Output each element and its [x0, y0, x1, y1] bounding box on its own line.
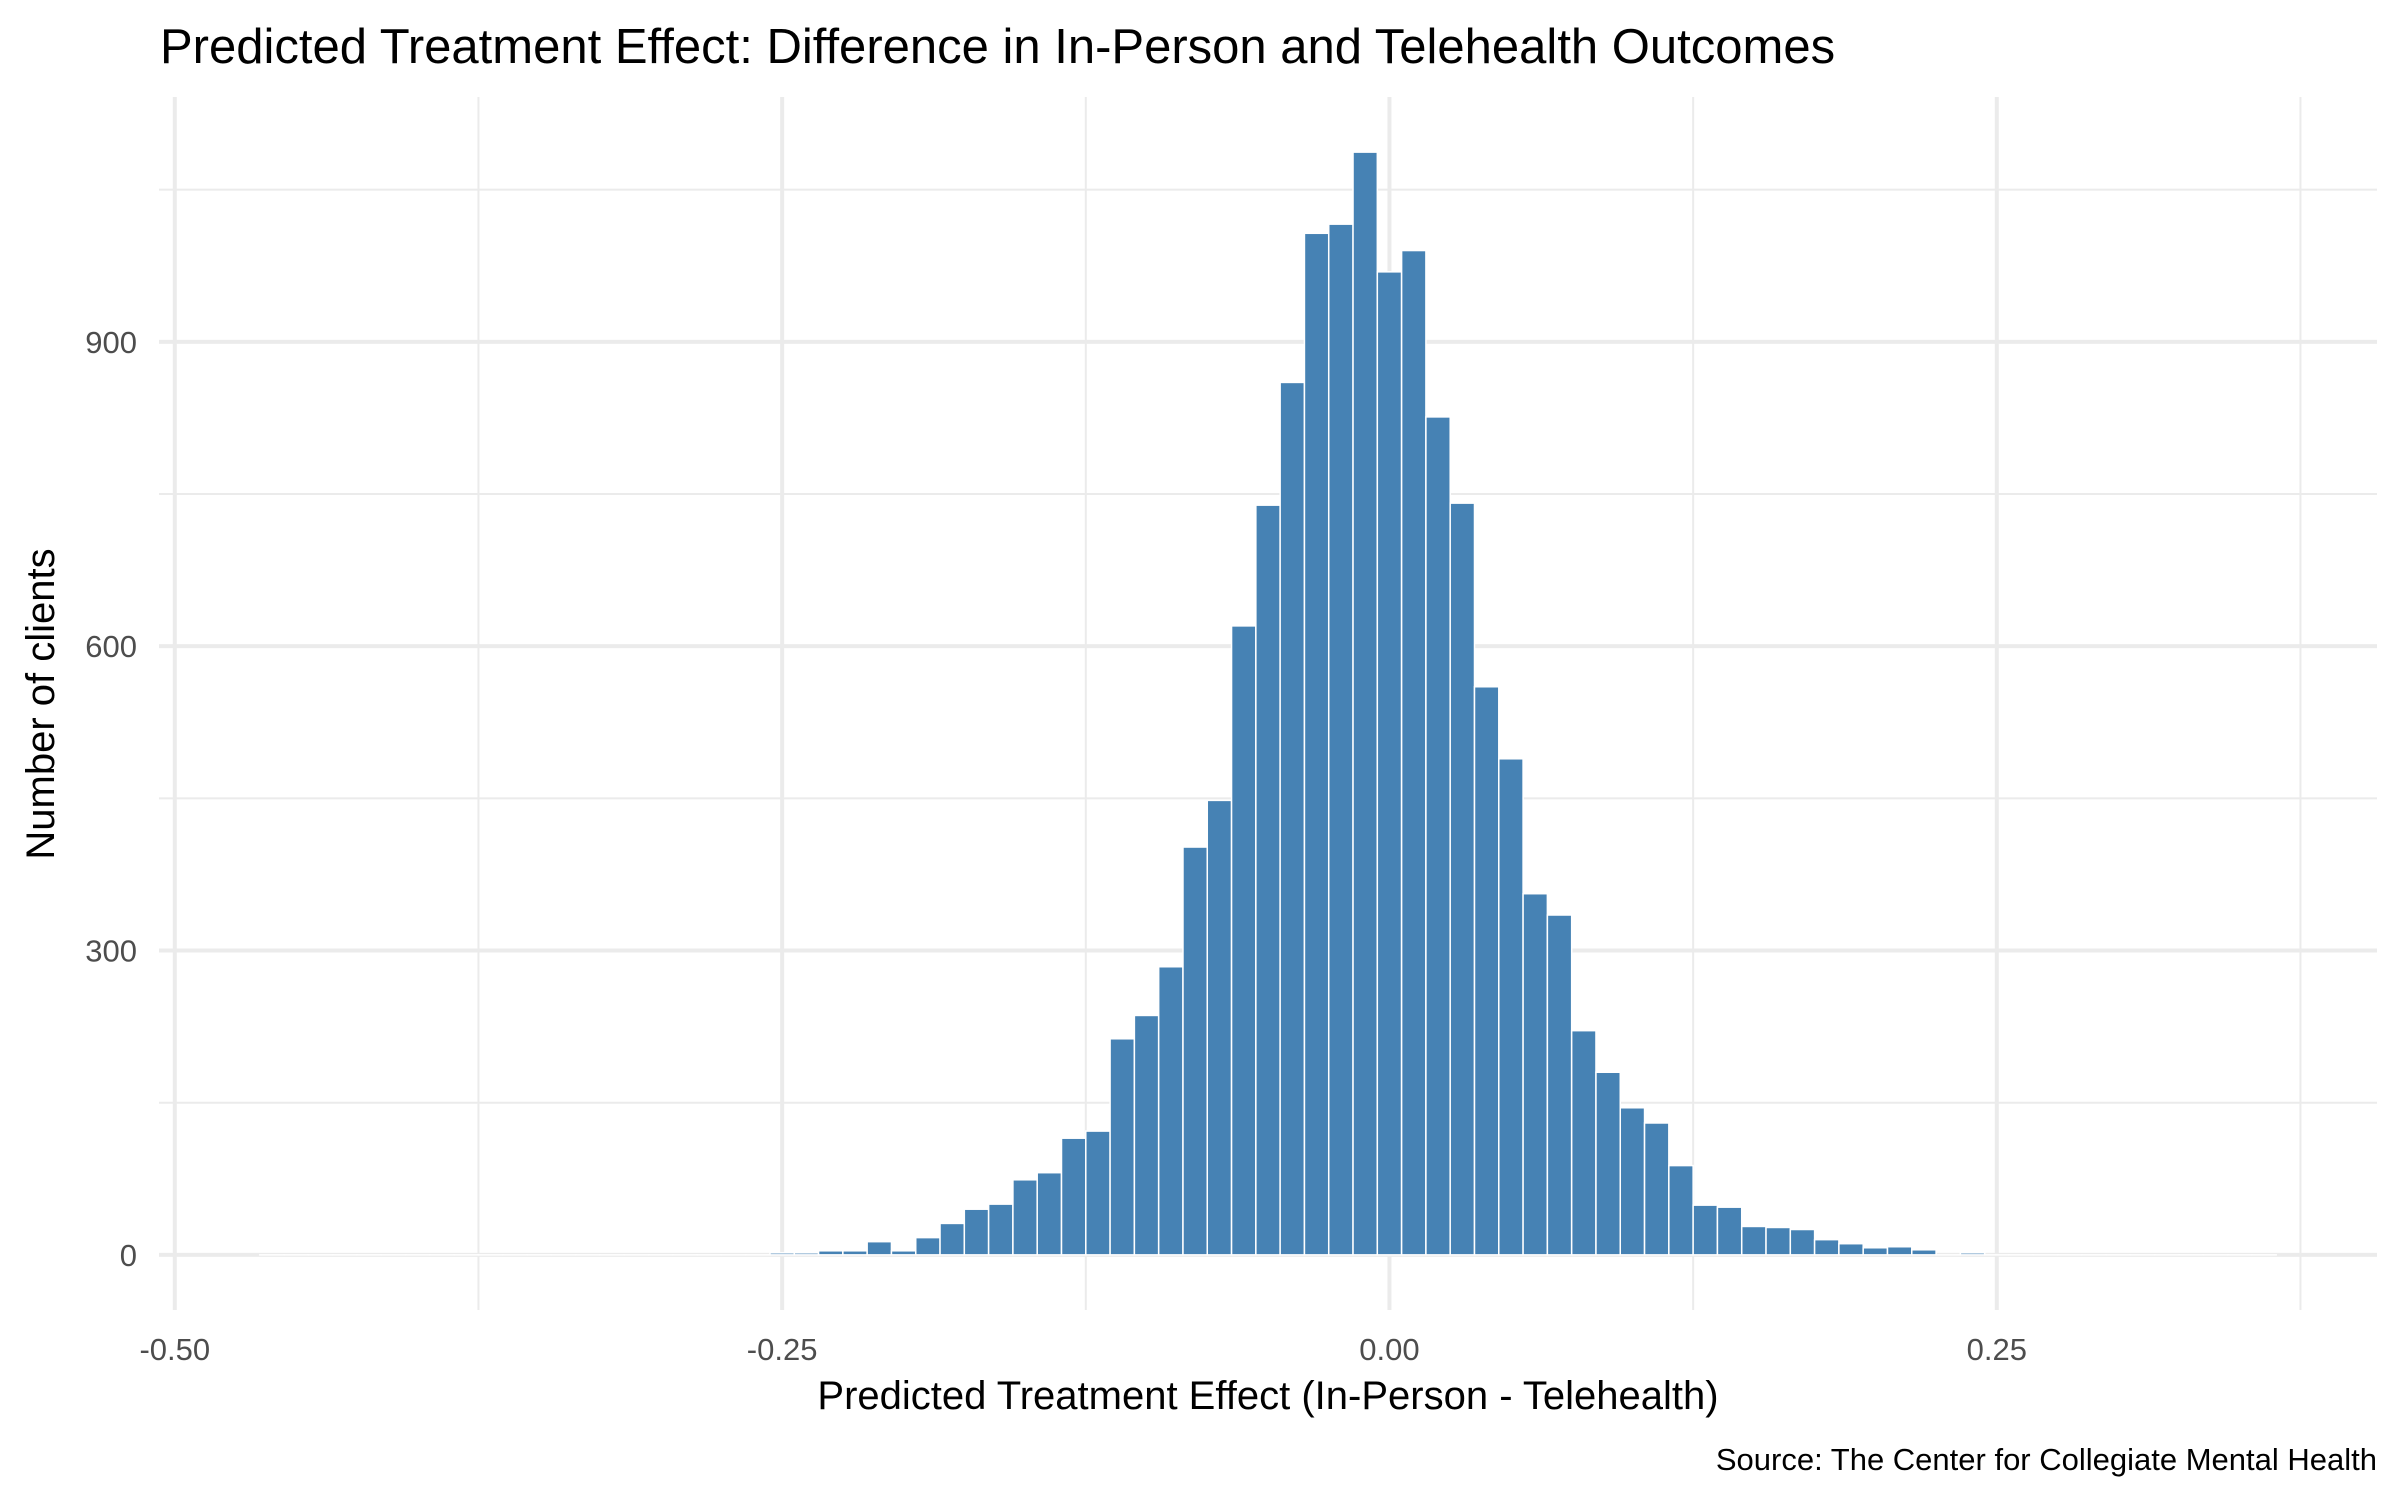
bars	[259, 151, 2277, 1256]
histogram-bar	[1303, 232, 1330, 1256]
histogram-bar	[1206, 799, 1233, 1256]
histogram-bar	[1643, 1122, 1670, 1256]
histogram-bar	[1012, 1179, 1038, 1256]
y-tick-label: 600	[85, 629, 137, 664]
histogram-bar	[963, 1208, 990, 1256]
histogram-bar	[769, 1252, 796, 1256]
histogram-bar	[1473, 686, 1500, 1256]
x-tick-label: 0.25	[1967, 1332, 2027, 1367]
histogram-bar	[1619, 1107, 1646, 1256]
histogram-bar	[1255, 504, 1281, 1256]
histogram-bar	[1425, 416, 1451, 1256]
histogram-bar	[1133, 1014, 1160, 1256]
histogram-bar	[1279, 381, 1306, 1256]
histogram-bar	[1546, 914, 1573, 1256]
x-tick-label: -0.25	[747, 1332, 818, 1367]
y-tick-label: 0	[120, 1238, 137, 1273]
histogram-bar	[1740, 1225, 1767, 1256]
y-tick-labels: 0 300 600 900	[85, 325, 137, 1273]
histogram-bar	[1060, 1137, 1087, 1256]
histogram-bar	[1449, 502, 1476, 1256]
histogram-bar	[866, 1240, 893, 1256]
histogram-bar	[1109, 1038, 1136, 1256]
histogram-bar	[793, 1252, 820, 1256]
chart-title: Predicted Treatment Effect: Difference i…	[160, 20, 1835, 74]
histogram-bar	[890, 1250, 917, 1256]
histogram-bar	[1327, 223, 1354, 1256]
histogram-bar	[1352, 151, 1379, 1256]
histogram-bar	[1692, 1204, 1719, 1256]
histogram-bar	[842, 1250, 868, 1256]
histogram-bar	[1230, 625, 1257, 1256]
histogram-bar	[1522, 892, 1549, 1256]
x-axis-title: Predicted Treatment Effect (In-Person - …	[817, 1374, 1718, 1418]
histogram-bar	[1862, 1247, 1889, 1256]
chart-caption: Source: The Center for Collegiate Mental…	[1716, 1442, 2377, 1477]
y-axis-title: Number of clients	[19, 548, 63, 859]
x-tick-label: -0.50	[139, 1332, 210, 1367]
histogram-bar	[1668, 1164, 1694, 1256]
histogram-bar	[939, 1222, 966, 1256]
histogram-bar	[1570, 1029, 1597, 1256]
histogram-bar	[1716, 1206, 1743, 1256]
histogram-bar	[1911, 1249, 1937, 1256]
histogram-bar	[1036, 1171, 1063, 1256]
histogram-bar	[987, 1203, 1014, 1256]
histogram-bar	[1838, 1242, 1864, 1256]
histogram-bar	[1765, 1226, 1792, 1256]
histogram-bar	[1157, 966, 1184, 1256]
histogram-bar	[1595, 1071, 1622, 1256]
histogram-bar	[817, 1250, 844, 1256]
y-tick-label: 300	[85, 934, 137, 969]
histogram-bar	[1085, 1130, 1111, 1256]
y-tick-label: 900	[85, 325, 137, 360]
x-tick-label: 0.00	[1359, 1332, 1419, 1367]
histogram-bar	[1813, 1238, 1840, 1256]
histogram-bar	[1400, 249, 1427, 1256]
x-tick-labels: -0.50 -0.25 0.00 0.25	[139, 1332, 2027, 1367]
histogram-bar	[1182, 846, 1209, 1256]
histogram-bar	[1886, 1245, 1913, 1256]
histogram-bar	[1376, 271, 1403, 1256]
histogram-bar	[1959, 1252, 1986, 1256]
histogram-bar	[1789, 1228, 1816, 1256]
histogram-bar	[914, 1236, 941, 1256]
histogram-bar	[1498, 758, 1524, 1256]
